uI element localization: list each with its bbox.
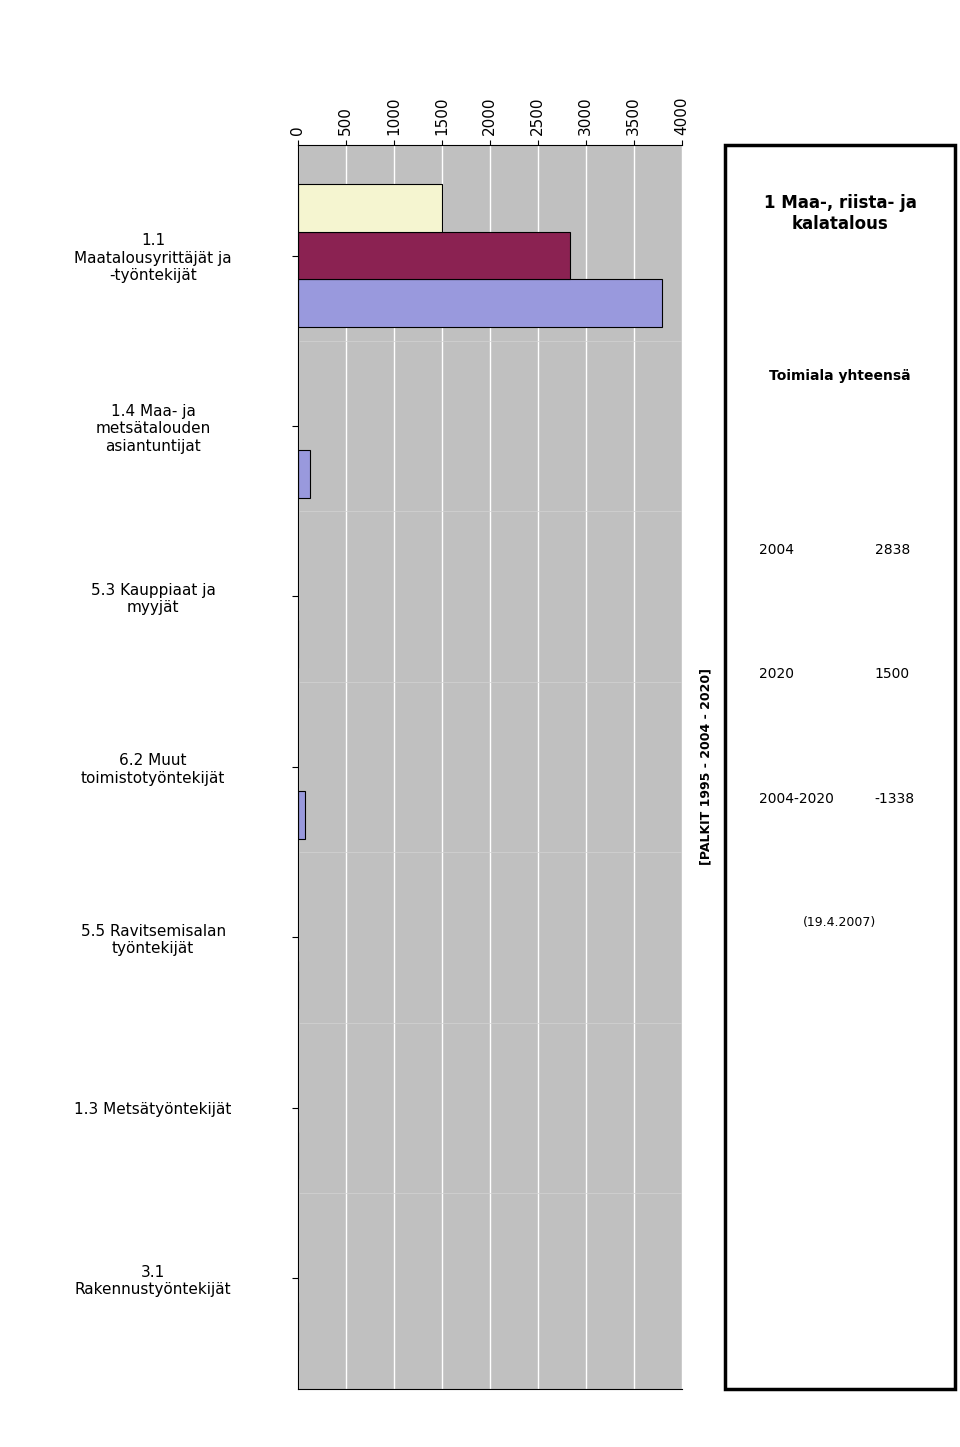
Text: Toimiala yhteensä: Toimiala yhteensä: [769, 369, 911, 382]
Text: [PALKIT 1995 - 2004 - 2020]: [PALKIT 1995 - 2004 - 2020]: [699, 669, 712, 865]
Text: 2004-2020: 2004-2020: [759, 792, 834, 806]
Bar: [298, 279, 662, 327]
Bar: [298, 790, 305, 838]
Text: 2020: 2020: [759, 667, 794, 682]
Text: 2004: 2004: [759, 543, 794, 557]
Bar: [298, 184, 442, 232]
Text: 2838: 2838: [875, 543, 910, 557]
Text: -1338: -1338: [875, 792, 915, 806]
Text: 1 Maa-, riista- ja kalatalous: 1 Maa-, riista- ja kalatalous: [763, 194, 917, 233]
Text: 1500: 1500: [875, 667, 910, 682]
Bar: [298, 450, 310, 498]
Text: (19.4.2007): (19.4.2007): [804, 916, 876, 929]
Bar: [298, 232, 570, 279]
